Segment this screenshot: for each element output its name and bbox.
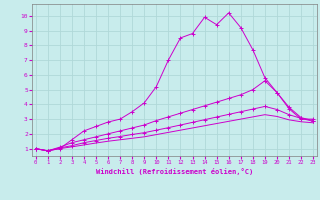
X-axis label: Windchill (Refroidissement éolien,°C): Windchill (Refroidissement éolien,°C) <box>96 168 253 175</box>
